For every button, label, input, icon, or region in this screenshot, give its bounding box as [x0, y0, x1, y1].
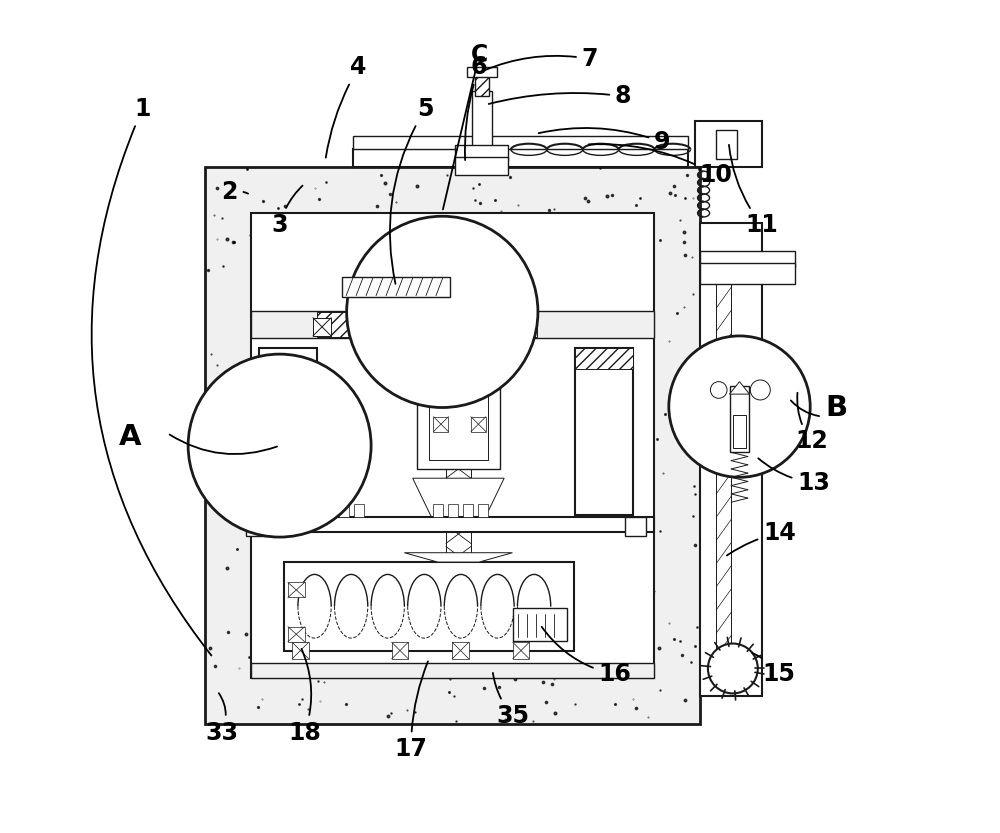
- Bar: [288, 582, 305, 597]
- Text: 17: 17: [395, 661, 428, 761]
- Bar: [513, 642, 529, 659]
- Bar: [429, 371, 488, 460]
- Text: 6: 6: [465, 55, 487, 160]
- Bar: [251, 516, 654, 531]
- Text: 9: 9: [539, 128, 670, 154]
- Bar: [288, 626, 305, 641]
- Bar: [700, 263, 795, 284]
- Bar: [455, 157, 508, 175]
- Text: 12: 12: [795, 392, 828, 453]
- Bar: [455, 146, 508, 161]
- Bar: [695, 122, 762, 167]
- Bar: [730, 386, 749, 452]
- Text: 16: 16: [542, 627, 631, 686]
- Text: 3: 3: [271, 186, 303, 237]
- Bar: [575, 348, 633, 516]
- Bar: [339, 504, 349, 516]
- Text: C: C: [443, 42, 488, 209]
- Bar: [716, 130, 737, 159]
- Text: 1: 1: [92, 97, 211, 656]
- Bar: [324, 504, 334, 516]
- Bar: [417, 362, 500, 469]
- Text: 8: 8: [489, 84, 631, 108]
- Bar: [452, 642, 469, 659]
- Bar: [342, 277, 450, 297]
- Circle shape: [188, 354, 371, 537]
- Bar: [353, 149, 688, 167]
- Text: 33: 33: [205, 693, 238, 745]
- Text: 35: 35: [493, 673, 529, 728]
- Bar: [259, 495, 317, 516]
- Bar: [313, 317, 331, 336]
- Bar: [448, 504, 458, 516]
- Bar: [492, 317, 510, 336]
- Bar: [492, 312, 537, 337]
- Bar: [284, 562, 574, 651]
- Text: 10: 10: [589, 144, 733, 187]
- Text: 13: 13: [758, 458, 830, 495]
- Bar: [716, 262, 731, 680]
- Text: 5: 5: [390, 97, 433, 284]
- Bar: [354, 504, 364, 516]
- Bar: [700, 251, 795, 267]
- Bar: [392, 642, 408, 659]
- Circle shape: [669, 336, 810, 477]
- Polygon shape: [730, 382, 749, 394]
- Bar: [513, 608, 567, 641]
- Circle shape: [710, 382, 727, 398]
- Circle shape: [750, 380, 770, 400]
- Bar: [472, 91, 492, 149]
- Circle shape: [347, 217, 538, 407]
- Bar: [467, 67, 497, 77]
- Bar: [251, 664, 654, 678]
- Bar: [259, 348, 317, 516]
- Bar: [246, 516, 267, 536]
- Bar: [251, 311, 654, 338]
- Bar: [625, 516, 646, 536]
- Bar: [353, 137, 688, 149]
- Bar: [475, 76, 489, 97]
- Circle shape: [708, 644, 758, 693]
- Bar: [433, 504, 443, 516]
- Bar: [251, 212, 654, 678]
- Bar: [446, 348, 471, 609]
- Bar: [433, 416, 448, 431]
- Text: 2: 2: [222, 180, 248, 204]
- Text: 14: 14: [727, 521, 796, 556]
- Polygon shape: [404, 553, 512, 562]
- Bar: [292, 642, 309, 659]
- Bar: [700, 222, 762, 696]
- Bar: [309, 504, 319, 516]
- Bar: [471, 416, 486, 431]
- Text: 4: 4: [326, 55, 367, 157]
- Text: 11: 11: [729, 145, 778, 237]
- Text: 15: 15: [752, 653, 795, 686]
- Text: A: A: [119, 423, 141, 451]
- Bar: [733, 415, 746, 448]
- Text: B: B: [826, 394, 848, 422]
- Text: 18: 18: [288, 649, 321, 745]
- Bar: [463, 504, 473, 516]
- Bar: [317, 312, 442, 337]
- Bar: [478, 504, 488, 516]
- Polygon shape: [413, 478, 504, 525]
- Text: 7: 7: [484, 47, 598, 71]
- Bar: [575, 348, 633, 368]
- Bar: [205, 167, 700, 724]
